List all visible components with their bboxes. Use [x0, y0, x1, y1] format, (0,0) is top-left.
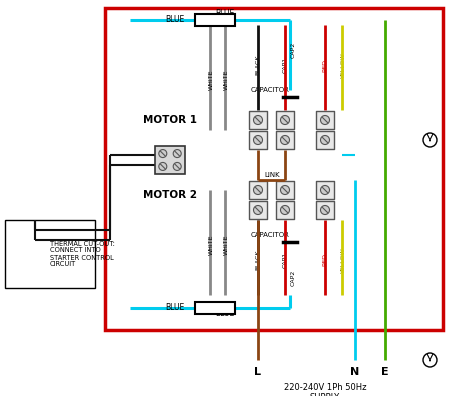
- Text: E: E: [381, 367, 389, 377]
- Circle shape: [320, 116, 329, 124]
- Text: BLACK: BLACK: [255, 55, 261, 75]
- Bar: [276, 201, 294, 219]
- Bar: [155, 146, 185, 174]
- Circle shape: [281, 185, 290, 194]
- Text: WHITE: WHITE: [209, 235, 213, 255]
- Circle shape: [254, 135, 263, 145]
- Text: WHITE: WHITE: [224, 235, 228, 255]
- Circle shape: [320, 135, 329, 145]
- Circle shape: [281, 116, 290, 124]
- Text: MOTOR 1: MOTOR 1: [143, 115, 197, 125]
- Bar: [276, 111, 294, 129]
- Text: THERMAL CUT-OUT:
CONNECT INTO
STARTER CONTROL
CIRCUIT: THERMAL CUT-OUT: CONNECT INTO STARTER CO…: [50, 240, 115, 268]
- Bar: [5, 220, 95, 288]
- Text: WHITE: WHITE: [209, 70, 213, 90]
- Bar: [276, 131, 294, 149]
- Text: N: N: [350, 367, 360, 377]
- Circle shape: [423, 353, 437, 367]
- Text: CAPACITOR: CAPACITOR: [251, 87, 290, 93]
- Text: 220-240V 1Ph 50Hz
SUPPLY: 220-240V 1Ph 50Hz SUPPLY: [284, 383, 366, 396]
- Text: L: L: [255, 367, 262, 377]
- Circle shape: [281, 206, 290, 215]
- Circle shape: [281, 135, 290, 145]
- Circle shape: [254, 206, 263, 215]
- Bar: [316, 201, 334, 219]
- Text: YELLOW: YELLOW: [340, 52, 346, 78]
- Text: CAP1: CAP1: [283, 252, 288, 268]
- Text: RED: RED: [322, 59, 328, 72]
- Text: LINK: LINK: [264, 172, 280, 178]
- Bar: [316, 131, 334, 149]
- Circle shape: [173, 150, 181, 158]
- Bar: [249, 181, 267, 199]
- Circle shape: [159, 150, 167, 158]
- Text: BLACK: BLACK: [255, 250, 261, 270]
- Text: WHITE: WHITE: [224, 70, 228, 90]
- Bar: [276, 181, 294, 199]
- Circle shape: [159, 162, 167, 170]
- Bar: [195, 14, 235, 26]
- Circle shape: [423, 133, 437, 147]
- Text: CAP2: CAP2: [291, 42, 295, 58]
- Text: CAPACITOR: CAPACITOR: [251, 232, 290, 238]
- Bar: [105, 8, 443, 330]
- Text: RED: RED: [322, 253, 328, 267]
- Text: CAP2: CAP2: [291, 270, 295, 286]
- Bar: [316, 181, 334, 199]
- Circle shape: [320, 185, 329, 194]
- Bar: [195, 302, 235, 314]
- Bar: [316, 111, 334, 129]
- Bar: [249, 201, 267, 219]
- Text: BLUE: BLUE: [165, 15, 185, 25]
- Bar: [249, 111, 267, 129]
- Circle shape: [320, 206, 329, 215]
- Text: BLUE: BLUE: [165, 303, 185, 312]
- Text: MOTOR 2: MOTOR 2: [143, 190, 197, 200]
- Circle shape: [254, 185, 263, 194]
- Circle shape: [173, 162, 181, 170]
- Text: BLUE: BLUE: [215, 10, 235, 19]
- Text: BLUE: BLUE: [215, 310, 235, 318]
- Bar: [249, 131, 267, 149]
- Text: YELLOW: YELLOW: [340, 247, 346, 273]
- Circle shape: [254, 116, 263, 124]
- Text: CAP1: CAP1: [283, 57, 288, 73]
